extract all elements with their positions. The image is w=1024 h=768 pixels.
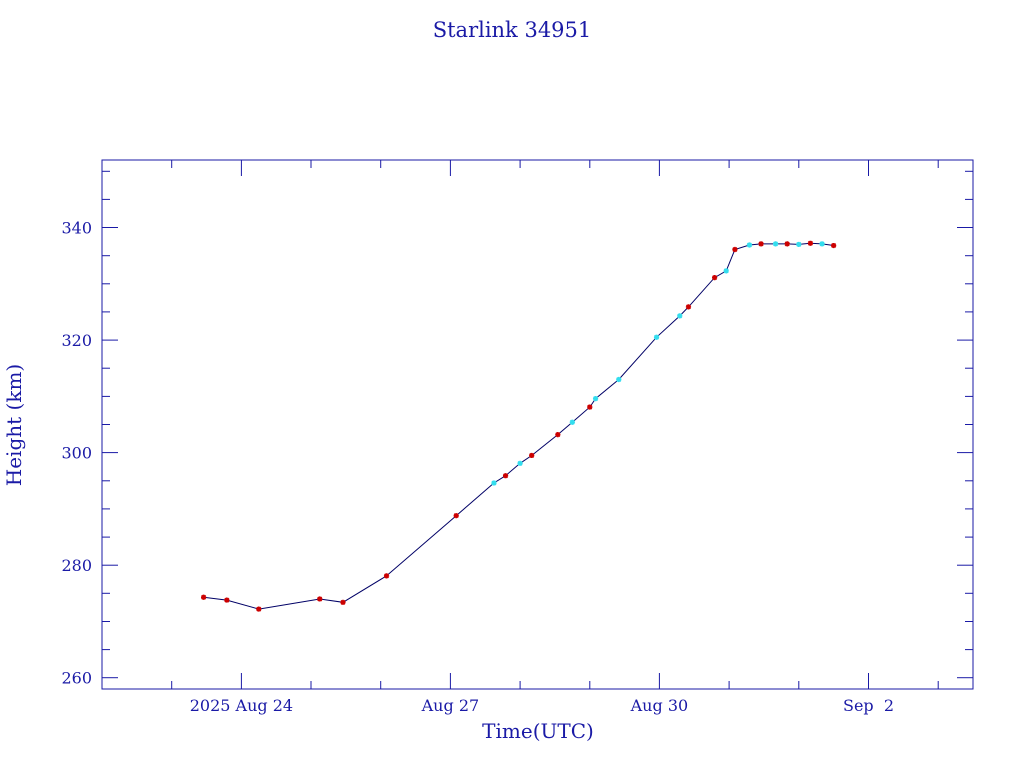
data-point-red	[831, 242, 837, 249]
data-point-cyan	[723, 268, 729, 274]
y-axis-ticks: 260 280 300 320 340	[61, 170, 973, 688]
data-point-cyan	[772, 241, 779, 247]
data-point-cyan	[677, 313, 683, 319]
x-tick-label: Aug 30	[630, 696, 689, 715]
y-tick-label: 300	[61, 444, 92, 463]
x-tick-label: Aug 27	[421, 696, 480, 715]
y-tick-label: 320	[61, 331, 92, 350]
data-point-cyan	[569, 419, 575, 425]
series-line	[203, 242, 834, 610]
x-tick-label: 2025 Aug 24	[190, 696, 293, 715]
data-point-red	[712, 275, 718, 281]
data-point-cyan	[819, 241, 825, 247]
data-point-red	[383, 573, 390, 579]
y-tick-label: 280	[61, 556, 92, 575]
x-tick-label: Sep 2	[843, 696, 894, 715]
y-axis-label: Height (km)	[2, 364, 26, 486]
data-point-red	[340, 599, 346, 605]
y-tick-label: 340	[61, 219, 92, 238]
data-point-red	[587, 404, 593, 410]
plot-frame	[101, 159, 974, 690]
data-point-cyan	[517, 460, 523, 466]
y-tick-label: 260	[61, 669, 92, 688]
data-point-cyan	[616, 376, 622, 383]
data-point-red	[453, 513, 459, 519]
data-point-cyan	[592, 396, 599, 402]
height-series	[201, 240, 837, 612]
chart-title: Starlink 34951	[433, 18, 592, 42]
data-point-cyan	[491, 480, 497, 486]
data-point-cyan	[746, 242, 753, 248]
data-point-red	[732, 246, 738, 253]
data-point-red	[685, 304, 692, 310]
x-axis-ticks: 2025 Aug 24 Aug 27 Aug 30 Sep 2	[101, 160, 939, 715]
data-point-cyan	[653, 334, 660, 340]
data-point-red	[529, 452, 535, 459]
data-point-red	[317, 596, 323, 602]
data-point-red	[758, 241, 764, 247]
data-point-red	[256, 606, 262, 612]
x-axis-label: Time(UTC)	[482, 719, 594, 743]
data-point-cyan	[796, 241, 802, 248]
data-point-red	[555, 432, 561, 438]
data-point-red	[224, 597, 230, 603]
data-point-red	[784, 241, 790, 247]
data-point-red	[807, 240, 814, 246]
data-point-red	[201, 594, 207, 600]
data-point-red	[502, 473, 509, 479]
